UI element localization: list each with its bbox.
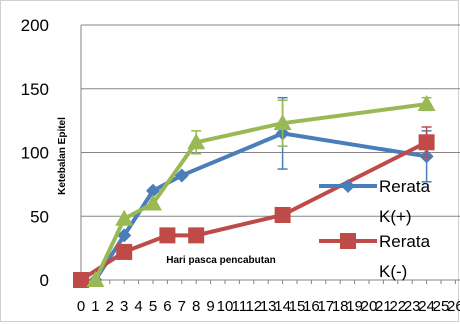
x-tick-label: 20 xyxy=(361,298,378,315)
data-point xyxy=(86,271,105,287)
x-tick-label: 9 xyxy=(206,298,214,315)
x-tick-label: 4 xyxy=(134,298,142,315)
x-tick-label: 11 xyxy=(232,298,248,315)
x-tick-label: 23 xyxy=(404,298,421,315)
data-point xyxy=(117,228,132,243)
y-tick-label: 100 xyxy=(21,144,49,163)
series-2 xyxy=(86,95,436,287)
series-1 xyxy=(73,126,435,288)
data-point xyxy=(188,227,205,244)
axes xyxy=(80,25,460,284)
x-axis-label: Hari pasca pencabutan xyxy=(166,255,275,266)
data-point xyxy=(174,168,189,183)
y-tick-label: 50 xyxy=(30,207,49,226)
x-tick-label: 12 xyxy=(245,298,262,315)
data-point xyxy=(274,206,291,223)
x-tick-label: 5 xyxy=(149,298,157,315)
legend: Rerata K(+) Rerata K(-) xyxy=(319,177,431,281)
x-tick-label: 25 xyxy=(433,298,450,315)
legend-entry: Rerata K(+) xyxy=(319,177,431,226)
x-tick-label: 22 xyxy=(389,298,406,315)
y-tick-label: 200 xyxy=(21,16,49,35)
data-point xyxy=(115,209,134,226)
x-tick-label: 1 xyxy=(91,298,99,315)
x-tick-label: 16 xyxy=(303,298,320,315)
y-tick-label: 0 xyxy=(40,271,49,290)
series xyxy=(73,95,436,288)
x-tick-label: 24 xyxy=(418,298,435,315)
data-point xyxy=(418,134,435,151)
x-tick-label: 10 xyxy=(217,298,234,315)
x-tick-label: 14 xyxy=(274,298,291,315)
legend-label: K(+) xyxy=(379,207,412,226)
x-tick-label: 3 xyxy=(120,298,128,315)
y-tick-label: 150 xyxy=(21,80,49,99)
legend-swatch-marker xyxy=(340,233,356,249)
x-tick-label: 17 xyxy=(317,298,334,315)
data-point xyxy=(273,114,292,131)
data-point xyxy=(146,183,160,198)
data-point xyxy=(417,95,436,112)
data-point xyxy=(116,243,133,260)
x-tick-label: 15 xyxy=(289,298,306,315)
data-point xyxy=(144,194,162,211)
x-tick-label: 8 xyxy=(192,298,200,315)
legend-label: Rerata xyxy=(379,177,431,196)
x-tick-label: 2 xyxy=(106,298,114,315)
series-line xyxy=(93,102,427,281)
x-tick-label: 18 xyxy=(332,298,349,315)
y-axis-label: Ketebalan Epitel xyxy=(57,117,68,195)
data-point xyxy=(73,272,89,288)
data-point xyxy=(159,227,176,244)
legend-swatch-marker xyxy=(341,179,355,193)
x-tick-label: 0 xyxy=(77,298,85,315)
legend-label: Rerata xyxy=(379,232,431,251)
legend-label: K(-) xyxy=(379,262,407,281)
x-tick-label: 19 xyxy=(346,298,363,315)
x-tick-label: 7 xyxy=(178,298,186,315)
data-point xyxy=(187,133,206,150)
x-tick-label: 13 xyxy=(260,298,277,315)
x-tick-label: 6 xyxy=(163,298,171,315)
legend-entry: Rerata K(-) xyxy=(319,232,431,281)
x-tick-label: 26 xyxy=(447,298,460,315)
x-tick-label: 21 xyxy=(375,298,392,315)
